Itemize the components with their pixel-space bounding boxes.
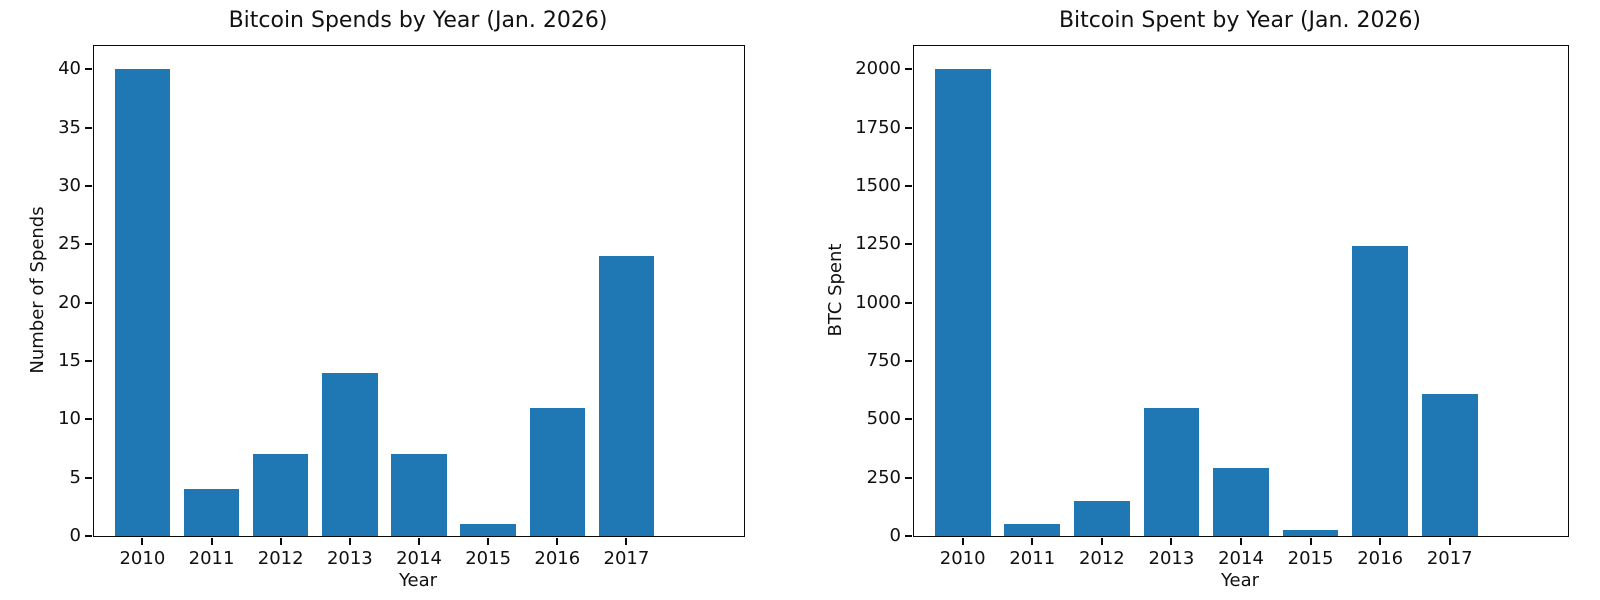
x-tick-mark xyxy=(487,537,490,545)
x-axis-label: Year xyxy=(398,570,438,591)
x-tick-label: 2016 xyxy=(1357,548,1404,569)
x-tick-label: 2010 xyxy=(939,548,986,569)
y-tick-label: 250 xyxy=(866,466,901,488)
y-tick-mark xyxy=(905,126,912,129)
x-tick-label: 2014 xyxy=(396,548,442,569)
y-tick-mark xyxy=(905,476,912,479)
bar xyxy=(391,454,447,536)
x-tick-mark xyxy=(1031,537,1034,545)
y-tick-label: 0 xyxy=(889,525,901,546)
bar xyxy=(460,524,516,536)
y-tick-label: 15 xyxy=(58,350,81,371)
bar xyxy=(934,69,991,536)
x-tick-mark xyxy=(961,537,964,545)
x-tick-label: 2013 xyxy=(1148,548,1195,569)
y-tick-mark xyxy=(905,301,912,304)
x-tick-mark xyxy=(1448,537,1451,545)
plot-area: 0 250 500 750 1000 1250 1500 1750 2000 2010 2011 20… xyxy=(855,45,1569,569)
bar xyxy=(114,69,171,536)
x-tick-mark xyxy=(625,537,628,545)
y-tick-label: 750 xyxy=(866,350,901,371)
bar xyxy=(322,372,378,536)
x-tick-mark xyxy=(1100,537,1103,545)
x-tick-mark xyxy=(1170,537,1173,545)
x-tick-label: 2016 xyxy=(534,548,581,569)
x-tick-mark xyxy=(556,537,559,545)
y-tick-label: 40 xyxy=(58,58,81,80)
y-tick-label: 25 xyxy=(58,233,81,255)
y-tick-label: 1000 xyxy=(855,291,901,313)
y-tick-mark xyxy=(85,243,92,246)
x-tick-label: 2017 xyxy=(1426,548,1473,569)
y-tick-label: 0 xyxy=(69,525,81,546)
y-tick-label: 2000 xyxy=(855,58,901,80)
bar xyxy=(598,256,655,536)
y-tick-label: 1750 xyxy=(855,116,901,138)
x-tick-mark xyxy=(279,537,282,545)
bar xyxy=(1143,407,1200,536)
x-tick-label: 2014 xyxy=(1218,548,1264,569)
bar xyxy=(529,407,585,536)
y-tick-mark xyxy=(85,301,92,304)
chart-title: Bitcoin Spends by Year (Jan. 2026) xyxy=(228,8,608,33)
y-tick-mark xyxy=(905,360,912,362)
x-tick-mark xyxy=(1379,537,1382,545)
y-tick-label: 30 xyxy=(58,174,81,196)
y-tick-mark xyxy=(905,243,912,246)
x-tick-mark xyxy=(348,537,351,545)
y-tick-label: 10 xyxy=(58,408,81,430)
y-tick-label: 1500 xyxy=(855,174,901,196)
x-tick-label: 2010 xyxy=(119,548,166,569)
y-tick-mark xyxy=(85,360,92,362)
x-tick-mark xyxy=(141,537,144,545)
y-tick-mark xyxy=(905,184,912,187)
x-tick-label: 2013 xyxy=(326,548,373,569)
bar xyxy=(183,489,240,536)
y-tick-mark xyxy=(85,418,92,421)
x-tick-mark xyxy=(210,537,213,545)
x-tick-label: 2012 xyxy=(1078,548,1125,569)
x-tick-label: 2012 xyxy=(257,548,304,569)
chart-title: Bitcoin Spent by Year (Jan. 2026) xyxy=(1058,8,1422,33)
y-tick-mark xyxy=(85,68,92,71)
y-tick-mark xyxy=(905,418,912,421)
x-tick-label: 2015 xyxy=(465,548,512,569)
bar xyxy=(1213,468,1269,536)
y-tick-mark xyxy=(905,68,912,71)
x-tick-label: 2011 xyxy=(188,548,235,569)
x-tick-mark xyxy=(1309,537,1312,545)
y-tick-label: 20 xyxy=(58,291,81,313)
bar xyxy=(1282,530,1339,536)
y-tick-mark xyxy=(85,476,92,479)
plot-area: 0 5 10 15 20 25 30 35 40 2010 2011 2012 2013 2014 2015… xyxy=(58,45,745,569)
bar xyxy=(1004,524,1061,536)
y-tick-mark xyxy=(85,126,92,129)
bar xyxy=(1074,501,1130,536)
y-tick-label: 500 xyxy=(866,408,901,430)
y-tick-label: 5 xyxy=(69,466,81,488)
bar xyxy=(1421,393,1478,536)
y-tick-mark xyxy=(85,535,92,537)
x-tick-mark xyxy=(1240,537,1242,545)
y-tick-mark xyxy=(905,535,912,537)
y-tick-mark xyxy=(85,184,92,187)
x-tick-label: 2015 xyxy=(1287,548,1334,569)
x-axis-label: Year xyxy=(1220,570,1260,591)
x-tick-label: 2017 xyxy=(603,548,650,569)
y-tick-label: 1250 xyxy=(855,233,901,255)
x-tick-mark xyxy=(418,537,420,545)
bar xyxy=(1352,245,1408,536)
y-tick-label: 35 xyxy=(58,116,81,138)
x-tick-label: 2011 xyxy=(1009,548,1056,569)
bar xyxy=(253,454,309,536)
